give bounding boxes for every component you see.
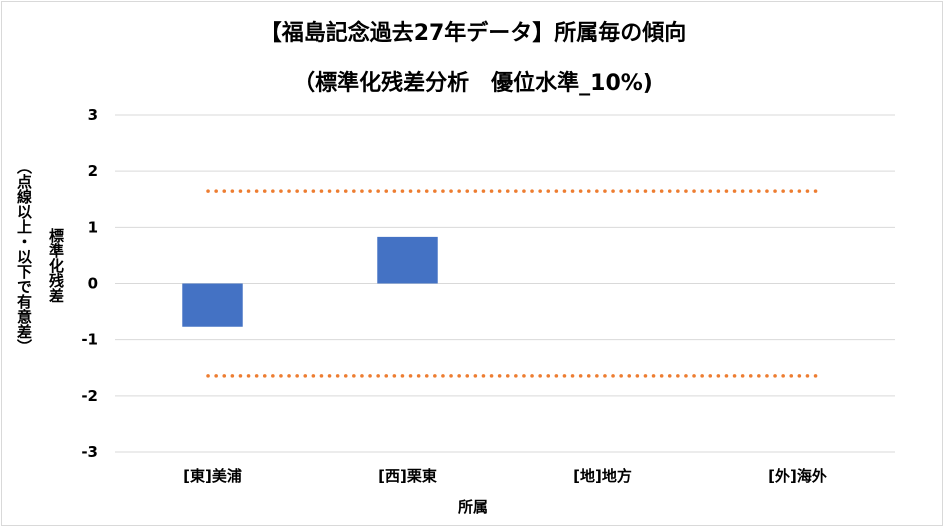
y-tick-label: 1 [88, 218, 98, 236]
y-tick-label: -2 [81, 387, 98, 405]
y-axis-label: 標準化残差 [47, 228, 65, 303]
x-tick-label: [地]地方 [573, 467, 632, 485]
bar [377, 236, 438, 284]
y-tick-label: 2 [88, 162, 98, 180]
x-axis-label: 所属 [457, 498, 488, 516]
y-tick-label: -3 [81, 443, 98, 461]
y-tick-label: -1 [81, 331, 98, 349]
bar [182, 283, 243, 327]
y-axis-note: （点線以上・以下で有意差） [15, 159, 33, 354]
x-tick-label: [西]栗東 [378, 467, 437, 485]
chart-subtitle: （標準化残差分析 優位水準_10%) [293, 71, 653, 96]
chart-title: 【福島記念過去27年データ】所属毎の傾向 [259, 21, 687, 46]
x-tick-label: [外]海外 [768, 467, 827, 485]
x-tick-label: [東]美浦 [183, 467, 242, 485]
y-tick-label: 3 [88, 106, 98, 124]
y-tick-label: 0 [88, 275, 98, 293]
